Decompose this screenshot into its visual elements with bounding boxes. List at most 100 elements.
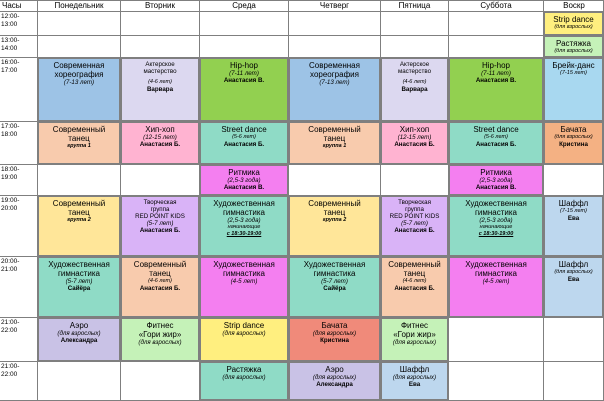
class-teacher: Анастасия Б. — [139, 141, 181, 148]
grid-line — [199, 0, 200, 401]
class-age: (2,5-3 года) — [479, 177, 513, 184]
class-title: Бачата — [560, 125, 587, 134]
class-cell[interactable]: Hip-hop (7-11 лет) Анастасия В. — [200, 58, 288, 121]
class-note: с 18:30-19:00 — [478, 230, 514, 237]
header-sunday: Воскр — [563, 1, 585, 10]
class-cell[interactable]: Шаффл (для взрослых) Ева — [381, 362, 448, 400]
class-cell[interactable]: Художественная гимнастика (5-7 лет) Сайё… — [289, 257, 380, 317]
class-title: танец — [149, 269, 171, 278]
class-title: Шаффл — [558, 260, 589, 269]
class-teacher: Варвара — [146, 85, 174, 93]
class-cell[interactable]: Творческая группа RED POINT KIDS (5-7 ле… — [381, 196, 448, 256]
class-title: Современный — [388, 260, 441, 269]
grid-line — [0, 0, 604, 1]
class-cell[interactable]: Художественная гимнастика (2,5-3 года) н… — [449, 196, 543, 256]
class-age: (для взрослых) — [312, 330, 357, 337]
class-cell[interactable]: Современный танец группа 1 — [289, 122, 380, 164]
class-age: (7-11 лет) — [229, 70, 259, 77]
class-cell[interactable]: Бачата (для взрослых) Кристина — [544, 122, 603, 164]
grid-line — [0, 164, 604, 165]
class-age: (12-15 лет) — [143, 134, 177, 141]
class-cell[interactable]: Современная хореография (7-13 лет) — [38, 58, 120, 121]
class-cell[interactable]: Бачата (для взрослых) Кристина — [289, 318, 380, 361]
class-cell[interactable]: Творческая группа RED POINT KIDS (5-7 ле… — [121, 196, 199, 256]
class-age: (для взрослых) — [57, 330, 101, 337]
class-age: (7-11 лет) — [481, 70, 511, 77]
class-age: (для взрослых) — [222, 374, 266, 381]
class-cell[interactable]: Фитнес «Гори жир» (для взрослых) — [381, 318, 448, 361]
class-cell[interactable]: Хип-хоп (12-15 лет) Анастасия Б. — [381, 122, 448, 164]
header-monday: Понедельник — [54, 1, 104, 10]
class-cell[interactable]: Художественная гимнастика (5-7 лет) Сайё… — [38, 257, 120, 317]
class-title: Street dance — [473, 125, 519, 134]
class-teacher: Анастасия В. — [475, 184, 517, 191]
class-title: Современный — [308, 125, 361, 134]
class-cell[interactable]: Хип-хоп (12-15 лет) Анастасия Б. — [121, 122, 199, 164]
class-title: танец — [323, 208, 346, 217]
class-cell[interactable]: Street dance (5-6 лет) Анастасия Б. — [449, 122, 543, 164]
class-teacher: Анастасия Б. — [394, 284, 435, 292]
class-cell[interactable]: Художественная гимнастика (4-5 лет) — [449, 257, 543, 317]
class-title: Художественная — [303, 260, 366, 269]
class-title: Hip-hop — [481, 61, 510, 70]
class-cell[interactable]: Современный танец группа 1 — [38, 122, 120, 164]
class-teacher: Кристина — [559, 140, 588, 148]
class-cell[interactable]: Ритмика (2,5-3 года) Анастасия В. — [200, 165, 288, 195]
class-age: (5-7 лет) — [401, 220, 428, 227]
class-title: RED POINT KIDS — [135, 213, 185, 220]
class-cell[interactable]: Ритмика (2,5-3 года) Анастасия В. — [449, 165, 543, 195]
class-age: (4-5 лет) — [482, 278, 510, 285]
class-title: группа — [405, 206, 424, 213]
class-age: (2,5-3 года) — [227, 217, 261, 224]
class-cell[interactable]: Актерское мастерство (4-6 лет) Варвара — [381, 58, 448, 121]
class-cell[interactable]: Художественная гимнастика (2,5-3 года) н… — [200, 196, 288, 256]
class-cell[interactable]: Современный танец группа 2 — [289, 196, 380, 256]
class-title: Актерское — [399, 61, 430, 68]
class-title: Художественная — [465, 199, 527, 208]
class-teacher: Сайёра — [323, 285, 346, 292]
class-teacher: Анастасия Б. — [475, 140, 517, 148]
class-cell[interactable]: Современный танец (4-6 лет) Анастасия Б. — [381, 257, 448, 317]
class-cell[interactable]: Растяжка (для взрослых) — [200, 362, 288, 400]
header-saturday: Суббота — [480, 1, 512, 10]
class-title: Растяжка — [226, 365, 262, 374]
class-title: Шаффл — [399, 365, 430, 374]
class-cell[interactable]: Актерское мастерство (4-6 лет) Варвара — [121, 58, 199, 121]
time-slot: 18:00- 19:00 — [1, 166, 20, 181]
class-cell[interactable]: Hip-hop (7-11 лет) Анастасия В. — [449, 58, 543, 121]
class-age: (2,5-3 года) — [227, 177, 261, 184]
grid-line — [0, 195, 604, 196]
class-cell[interactable]: Шаффл (для взрослых) Ева — [544, 257, 603, 317]
grid-line — [0, 57, 604, 58]
class-cell[interactable]: Strip dance (для взрослых) — [200, 318, 288, 361]
class-title: гимнастика — [222, 208, 265, 217]
grid-line — [0, 35, 604, 36]
class-cell[interactable]: Современная хореография (7-13 лет) — [289, 58, 380, 121]
class-cell[interactable]: Растяжка (для взрослых) — [544, 36, 603, 57]
class-teacher: Анастасия Б. — [139, 284, 181, 292]
class-title: Strip dance — [553, 15, 594, 24]
class-cell[interactable]: Фитнес «Гори жир» (для взрослых) — [121, 318, 199, 361]
class-title: танец — [403, 269, 426, 278]
class-cell[interactable]: Современный танец группа 2 — [38, 196, 120, 256]
time-slot: 21:00- 22:00 — [1, 319, 20, 334]
class-title: Шаффл — [558, 199, 589, 208]
class-cell[interactable]: Шаффл (7-15 лет) Ева — [544, 196, 603, 256]
class-cell[interactable]: Художественная гимнастика (4-5 лет) — [200, 257, 288, 317]
class-title: Художественная — [213, 260, 275, 269]
class-age: (5-7 лет) — [65, 278, 93, 285]
class-age: (7-13 лет) — [319, 79, 350, 86]
class-cell[interactable]: Street dance (5-6 лет) Анастасия Б. — [200, 122, 288, 164]
class-title: Фитнес — [400, 321, 429, 330]
class-cell[interactable]: Аэро (для взрослых) Александра — [38, 318, 120, 361]
class-teacher: Ева — [408, 381, 421, 388]
class-title: Хип-хоп — [145, 125, 175, 134]
class-cell[interactable]: Современный танец (4-6 лет) Анастасия Б. — [121, 257, 199, 317]
class-cell[interactable]: Strip dance (для взрослых) — [544, 12, 603, 35]
class-age: (7-13 лет) — [63, 79, 95, 86]
class-cell[interactable]: Аэро (для взрослых) Александра — [289, 362, 380, 400]
header-tuesday: Вторник — [145, 1, 175, 10]
class-note: начинающие — [227, 224, 261, 230]
grid-line — [448, 0, 449, 401]
class-cell[interactable]: Брейк-данс (7-15 лет) — [544, 58, 603, 121]
